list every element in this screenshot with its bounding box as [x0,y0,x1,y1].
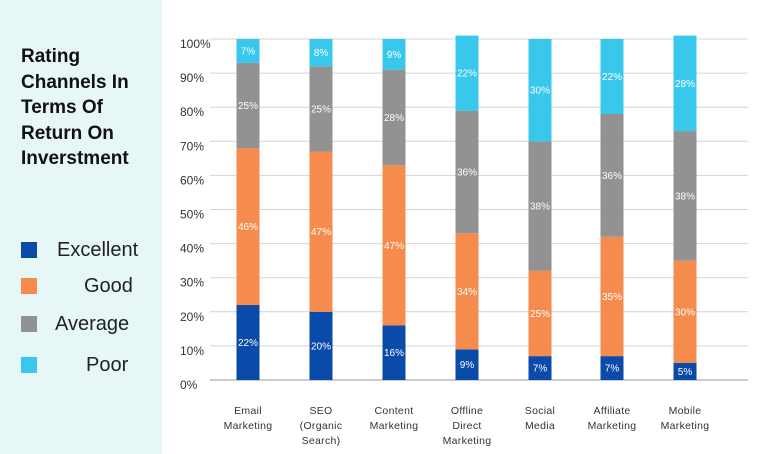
x-tick-label: Search) [302,435,341,447]
bar-segment-excellent [528,356,552,380]
data-label: 22% [238,338,258,349]
bar-segment-good [382,165,406,326]
y-tick-label: 30% [180,276,204,290]
bar-segment-poor [455,35,479,111]
bar-segment-poor [236,39,260,63]
data-label: 22% [602,72,622,83]
bar-segment-excellent [673,362,697,380]
data-label: 46% [238,222,258,233]
bar-segment-poor [382,39,406,70]
data-label: 16% [384,348,404,359]
legend-item-poor: Poor [0,355,162,375]
y-tick-label: 60% [180,173,204,187]
bar-segment-good [600,236,624,357]
data-label: 36% [602,171,622,182]
y-tick-label: 70% [180,139,204,153]
data-label: 35% [602,292,622,303]
x-tick-label: Marketing [370,420,419,432]
bar-segment-excellent [600,356,624,380]
bar-segment-excellent [236,304,260,380]
bar-segment-good [528,270,552,357]
bar-segment-excellent [382,325,406,380]
data-label: 25% [311,104,331,115]
legend-label-excellent: Excellent [57,239,139,261]
data-label: 34% [457,287,477,298]
legend-swatch-excellent [21,242,37,258]
x-tick-label: Media [525,420,555,432]
legend-item-average: Average [0,314,162,334]
data-label: 20% [311,341,331,352]
data-label: 28% [384,113,404,124]
bar-segment-poor [600,39,624,115]
bar-segment-average [673,131,697,261]
sidebar-panel: Rating Channels In Terms Of Return On In… [0,0,162,454]
data-label: 5% [678,367,693,378]
bar-segment-average [382,69,406,166]
x-tick-label: SEO [309,405,332,417]
data-label: 7% [241,46,256,57]
x-tick-label: Marketing [224,420,273,432]
legend-label-average: Average [55,313,130,335]
x-tick-label: Offline [451,405,483,417]
y-tick-label: 80% [180,105,204,119]
data-label: 9% [460,360,475,371]
bar-segment-excellent [309,311,333,380]
y-tick-label: 50% [180,208,204,222]
data-label: 7% [605,364,620,375]
legend-swatch-poor [21,357,37,373]
bar-segment-good [236,148,260,305]
y-tick-label: 10% [180,344,204,358]
x-tick-label: Direct [452,420,481,432]
legend-label-poor: Poor [86,354,129,376]
bar-segment-average [309,66,333,152]
data-label: 30% [675,307,695,318]
data-label: 38% [675,191,695,202]
bar-segment-good [455,233,479,350]
data-label: 25% [238,101,258,112]
legend-swatch-average [21,316,37,332]
bar-segment-average [455,110,479,234]
y-tick-label: 100% [180,37,211,51]
data-label: 38% [530,202,550,213]
bar-segment-poor [309,39,333,67]
bar-segment-good [673,260,697,363]
data-label: 28% [675,79,695,90]
legend-item-good: Good [0,276,162,296]
legend-label-good: Good [84,275,133,297]
data-label: 47% [384,241,404,252]
y-tick-label: 0% [180,378,198,392]
x-tick-label: (Organic [300,420,343,432]
x-tick-label: Content [375,405,414,417]
data-label: 7% [533,364,548,375]
data-label: 36% [457,167,477,178]
bar-segment-excellent [455,349,479,380]
x-tick-label: Social [525,405,555,417]
y-tick-label: 40% [180,242,204,256]
data-label: 30% [530,86,550,97]
x-tick-label: Marketing [588,420,637,432]
x-tick-label: Email [234,405,262,417]
x-tick-label: Affiliate [594,405,631,417]
x-tick-label: Mobile [669,405,702,417]
bar-segment-good [309,151,333,312]
bar-segment-poor [673,35,697,132]
chart-title: Rating Channels In Terms Of Return On In… [21,46,129,169]
bar-segment-poor [528,39,552,142]
bar-segment-average [528,141,552,271]
legend-item-excellent: Excellent [0,240,162,260]
bar-segment-average [236,62,260,149]
data-label: 22% [457,69,477,80]
data-label: 25% [530,309,550,320]
bar-segment-average [600,114,624,237]
x-tick-label: Marketing [661,420,710,432]
legend-swatch-good [21,278,37,294]
data-label: 8% [314,48,329,59]
y-tick-label: 90% [180,71,204,85]
x-tick-label: Marketing [443,435,492,447]
y-tick-label: 20% [180,310,204,324]
data-label: 9% [387,50,402,61]
data-label: 47% [311,227,331,238]
